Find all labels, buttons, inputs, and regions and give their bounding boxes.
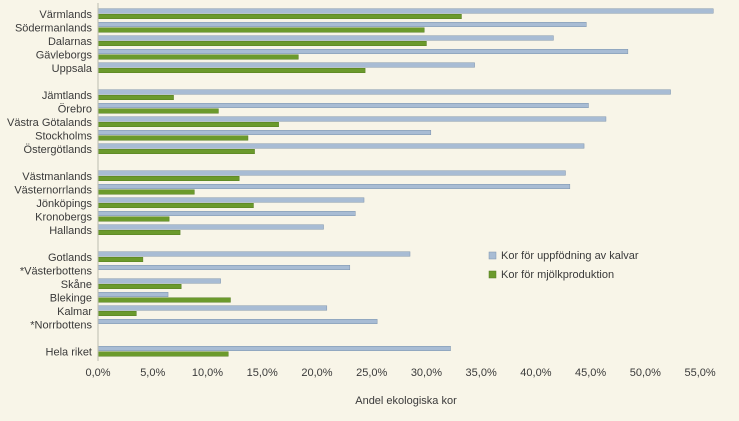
bar-kalvar [97, 265, 351, 270]
bar-mjolk [97, 176, 240, 181]
bar-mjolk [97, 122, 279, 127]
bar-kalvar [97, 62, 475, 68]
bar-kalvar [97, 184, 571, 189]
category-label: Kalmar [57, 306, 92, 318]
category-label: Dalarnas [48, 36, 93, 48]
bar-mjolk [97, 297, 231, 303]
x-tick-label: 40,0% [520, 367, 551, 379]
bar-kalvar [97, 89, 671, 95]
category-label: Östergötlands [24, 144, 93, 156]
bar-mjolk [97, 216, 170, 222]
x-axis: 0,0% 5,0% 10,0% 15,0% 20,0% 25,0% 30,0% 35,0% 40… [85, 3, 716, 379]
category-label: Västra Götalands [7, 117, 92, 129]
bar-kalvar [97, 211, 356, 216]
legend-label: Kor för mjölkproduktion [501, 269, 614, 281]
legend-label: Kor för uppfödning av kalvar [501, 250, 639, 262]
bar-mjolk [97, 230, 181, 235]
bar-kalvar [97, 35, 554, 41]
category-label: Jämtlands [42, 90, 93, 102]
bar-mjolk [97, 95, 174, 100]
bar-kalvar [97, 116, 607, 122]
bar-mjolk [97, 27, 425, 33]
bar-mjolk [97, 311, 137, 316]
bar-kalvar [97, 49, 629, 54]
category-label: Hela riket [46, 346, 92, 358]
x-tick-label: 30,0% [411, 367, 442, 379]
category-label: Blekinge [50, 292, 92, 304]
bar-kalvar [97, 278, 221, 284]
category-label: Stockholms [35, 130, 92, 142]
x-tick-label: 0,0% [85, 367, 110, 379]
x-tick-label: 5,0% [140, 367, 165, 379]
bar-kalvar [97, 305, 328, 311]
bar-mjolk [97, 108, 219, 114]
bar-kalvar [97, 8, 714, 14]
bar-kalvar [97, 103, 589, 108]
category-label: Örebro [58, 103, 92, 115]
bar-mjolk [97, 14, 462, 19]
bar-mjolk [97, 189, 195, 195]
x-tick-label: 25,0% [356, 367, 387, 379]
category-label: *Norrbottens [30, 319, 92, 331]
bar-kalvar [97, 251, 411, 257]
bar-kalvar [97, 22, 587, 27]
category-label: *Västerbottens [20, 265, 93, 277]
x-tick-label: 55,0% [685, 367, 716, 379]
bar-mjolk [97, 54, 299, 60]
bar-mjolk [97, 203, 254, 208]
bar-mjolk [97, 284, 182, 289]
legend: Kor för uppfödning av kalvar Kor för mjöl… [488, 250, 639, 281]
x-tick-label: 45,0% [575, 367, 606, 379]
category-label: Gävleborgs [36, 49, 93, 61]
x-tick-label: 50,0% [630, 367, 661, 379]
bars-layer [97, 8, 714, 357]
bar-kalvar [97, 346, 451, 351]
category-label: Kronobergs [35, 211, 92, 223]
category-label: Gotlands [48, 252, 93, 264]
category-label: Värmlands [39, 9, 92, 21]
x-axis-title: Andel ekologiska kor [355, 395, 457, 407]
x-tick-label: 35,0% [466, 367, 497, 379]
bar-kalvar [97, 292, 169, 297]
bar-mjolk [97, 135, 249, 141]
bar-kalvar [97, 130, 432, 135]
bar-mjolk [97, 257, 144, 262]
bar-mjolk [97, 149, 255, 154]
category-label: Jönköpings [36, 198, 92, 210]
bar-mjolk [97, 41, 427, 46]
bar-kalvar [97, 170, 566, 176]
bar-kalvar [97, 143, 585, 149]
category-label: Hallands [49, 225, 92, 237]
bar-kalvar [97, 224, 324, 230]
bar-kalvar [97, 197, 365, 203]
category-label: Skåne [61, 279, 92, 291]
x-tick-label: 15,0% [247, 367, 278, 379]
category-label: Västmanlands [22, 171, 92, 183]
bar-kalvar [97, 319, 378, 324]
bar-mjolk [97, 68, 366, 73]
category-label: Uppsala [52, 63, 93, 75]
legend-swatch [488, 270, 497, 279]
category-label: Södermanlands [15, 22, 93, 34]
x-tick-label: 20,0% [301, 367, 332, 379]
x-tick-label: 10,0% [192, 367, 223, 379]
category-label: Västernorrlands [14, 184, 92, 196]
legend-swatch [488, 251, 497, 260]
bar-mjolk [97, 351, 229, 357]
